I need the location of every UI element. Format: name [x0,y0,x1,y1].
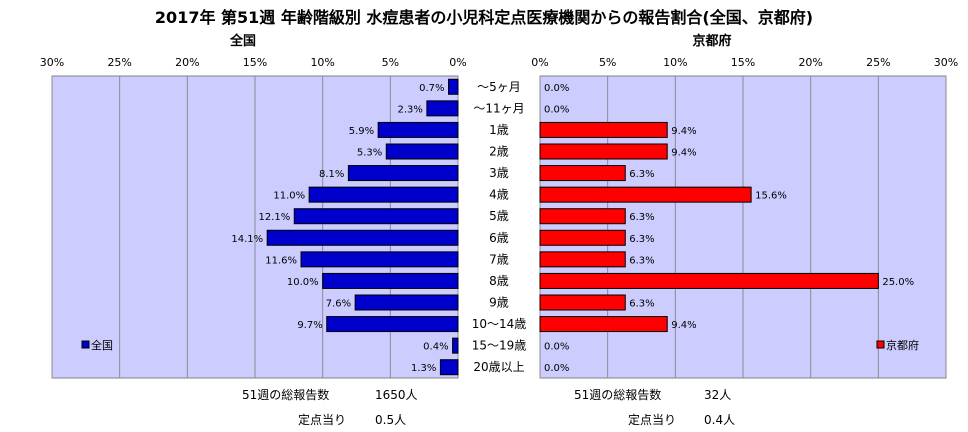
series-1-data-label: 12.1% [258,212,290,223]
national-total-label: 51週の総報告数 [242,388,330,402]
series-1-data-label: 1.3% [411,363,436,374]
series-1-tick-label: 25% [107,56,131,69]
series-2-tick-label: 15% [731,56,755,69]
series-2-bar [539,208,626,225]
series-1-bar [300,251,459,268]
series-1-legend-label: 全国 [91,338,113,352]
series-1-bar [347,165,459,182]
series-1-data-label: 8.1% [319,169,344,180]
category-label: 8歳 [489,274,509,288]
series-2-bar [539,251,626,268]
kyoto-total-value: 32人 [704,388,732,402]
category-label: 9歳 [489,296,509,310]
series-1-tick-label: 0% [449,56,466,69]
series-2-data-label: 6.3% [629,169,654,180]
series-1-data-label: 0.7% [419,83,444,94]
series-2-data-label: 0.0% [544,104,569,115]
national-total-value: 1650人 [375,388,418,402]
series-2-data-label: 15.6% [755,191,787,202]
series-2-bar [539,143,668,160]
kyoto-per-label: 定点当り [628,413,677,427]
category-label: 〜5ヶ月 [477,80,521,94]
series-1-tick-label: 10% [310,56,334,69]
category-label: 10〜14歳 [472,317,527,331]
series-1-data-label: 11.0% [273,191,305,202]
series-1-data-label: 9.7% [297,320,322,331]
series-1-data-label: 5.9% [349,126,374,137]
series-1-data-label: 2.3% [397,104,422,115]
series-1-bar [385,143,459,160]
series-1-bar [377,121,459,138]
series-1-tick-label: 5% [382,56,399,69]
series-2-tick-label: 0% [531,56,548,69]
category-label: 4歳 [489,188,509,202]
series-1-legend-swatch [81,340,90,349]
series-1-bar [266,229,459,246]
series-2-tick-label: 20% [798,56,822,69]
series-1-bar [448,78,459,95]
series-2-data-label: 0.0% [544,342,569,353]
series-1-bar [439,359,459,376]
series-1-bar [326,316,459,333]
series-1-tick-label: 15% [243,56,267,69]
series-1-bar [354,294,459,311]
category-label: 3歳 [489,166,509,180]
series-1-data-label: 10.0% [287,277,319,288]
chart-title: 2017年 第51週 年齢階級別 水痘患者の小児科定点医療機関からの報告割合(全… [154,8,814,27]
series-2-bar [539,316,668,333]
series-2-data-label: 9.4% [671,320,696,331]
category-label: 2歳 [489,145,509,159]
series-2-data-label: 9.4% [671,148,696,159]
category-label: 1歳 [489,123,509,137]
category-label: 20歳以上 [473,360,524,374]
series-2-data-label: 6.3% [629,212,654,223]
kyoto-total-label: 51週の総報告数 [574,388,662,402]
national-per-label: 定点当り [298,413,347,427]
series-2-bar [539,165,626,182]
series-2-data-label: 9.4% [671,126,696,137]
national-per-value: 0.5人 [375,413,407,427]
series-1-bar [426,100,459,117]
category-label: 6歳 [489,231,509,245]
series-2-tick-label: 10% [663,56,687,69]
series-2-data-label: 6.3% [629,234,654,245]
kyoto-per-value: 0.4人 [704,413,736,427]
series-1-bar [308,186,459,203]
series-2-bar [539,121,668,138]
category-label: 5歳 [489,209,509,223]
series-1-bar [322,272,459,289]
series-1-data-label: 14.1% [231,234,263,245]
series-1-data-label: 11.6% [265,255,297,266]
series-2-data-label: 0.0% [544,83,569,94]
series-2-bar [539,272,879,289]
series-1-bar [293,208,459,225]
series-2-panel-label: 京都府 [692,33,731,49]
series-1-panel-label: 全国 [229,33,256,49]
series-2-data-label: 6.3% [629,299,654,310]
series-2-tick-label: 30% [934,56,958,69]
series-2-data-label: 25.0% [882,277,914,288]
footer-stats: 51週の総報告数 1650人 定点当り 0.5人 51週の総報告数 32人 定点… [0,380,968,430]
series-2-legend-label: 京都府 [886,338,919,352]
series-1-bar [452,337,459,354]
series-1-tick-label: 30% [40,56,64,69]
series-2-bar [539,186,752,203]
series-1-data-label: 0.4% [423,342,448,353]
series-1-data-label: 7.6% [326,299,351,310]
series-2-tick-label: 5% [599,56,616,69]
series-2-legend-swatch [876,340,885,349]
category-label: 〜11ヶ月 [473,101,524,115]
series-1-data-label: 5.3% [357,148,382,159]
series-2-bar [539,229,626,246]
series-2-data-label: 0.0% [544,363,569,374]
series-2-bar [539,294,626,311]
category-label: 15〜19歳 [472,339,527,353]
category-label: 7歳 [489,252,509,266]
series-1-tick-label: 20% [175,56,199,69]
series-2-data-label: 6.3% [629,255,654,266]
series-2-tick-label: 25% [866,56,890,69]
